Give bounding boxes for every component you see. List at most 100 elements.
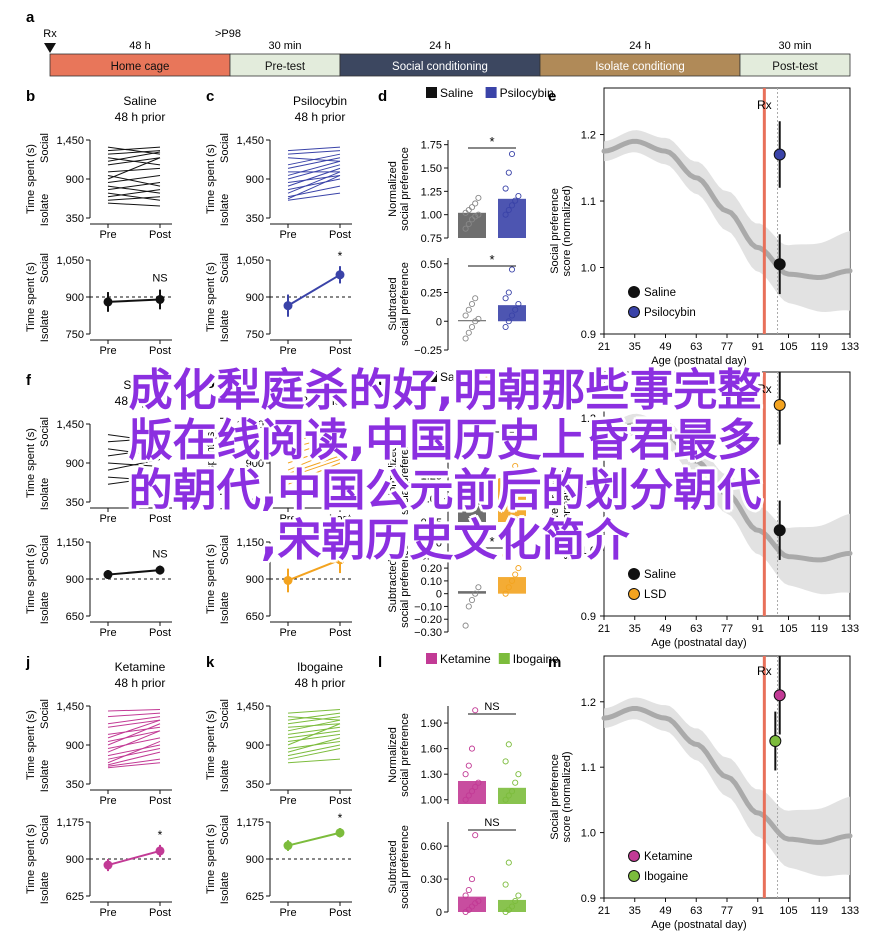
- y-side-isolate: Isolate: [39, 478, 51, 510]
- subject-line: [107, 146, 161, 155]
- data-point: [502, 490, 509, 498]
- legend-label: LSD: [644, 589, 666, 601]
- legend-swatch: [498, 653, 510, 664]
- subject-line: [107, 712, 161, 718]
- x-tick-label: Post: [149, 907, 171, 919]
- chart-m: Rx 0.9 1.0 1.1 1.2 21 35 49 63 77 91 105 119 133 Age (…: [549, 655, 859, 931]
- x-tick-label: 49: [659, 623, 671, 635]
- subject-line: [287, 150, 341, 155]
- significance-label: NS: [484, 701, 499, 713]
- subject-line: [287, 737, 341, 753]
- x-tick-label: Pre: [279, 795, 296, 807]
- data-point: [502, 590, 509, 597]
- subject-line: [107, 726, 161, 735]
- data-point: [502, 295, 509, 302]
- data-point: [468, 300, 476, 308]
- data-point: [462, 312, 469, 319]
- subject-line: [107, 174, 161, 184]
- data-point: [465, 792, 472, 799]
- bar: [498, 899, 526, 912]
- significance-label: *: [489, 534, 494, 549]
- subject-line: [107, 196, 161, 201]
- y-tick-label: 1.0: [581, 545, 596, 557]
- data-point: [472, 490, 479, 498]
- x-tick-label: 77: [721, 341, 733, 353]
- x-tick-label: Post: [329, 627, 351, 639]
- subject-line: [287, 434, 341, 450]
- y-side-social: Social: [219, 699, 231, 729]
- legend-swatch: [426, 371, 437, 382]
- data-point: [472, 213, 479, 220]
- fit-line: [601, 138, 853, 280]
- y-tick-label: 1.2: [581, 697, 596, 709]
- y-axis-label: Time spent (s): [205, 262, 217, 332]
- y-tick-label: 1.1: [581, 196, 596, 208]
- subject-line: [107, 150, 161, 155]
- y-side-isolate: Isolate: [219, 592, 231, 624]
- bar: [498, 198, 526, 238]
- x-tick-label: 91: [752, 905, 764, 917]
- subject-line: [287, 192, 341, 201]
- chart-subtitle: 48 h prior: [295, 394, 346, 408]
- data-point: [468, 323, 476, 331]
- rx-label: Rx: [43, 28, 57, 40]
- y-tick-label: 0.75: [421, 517, 442, 529]
- y-axis-label: score (normalized): [561, 751, 573, 842]
- x-tick-label: 133: [841, 905, 859, 917]
- legend-label: Ketamine: [644, 851, 693, 863]
- subject-line: [287, 448, 341, 471]
- legend-label: Ketamine: [440, 652, 491, 666]
- subject-line: [107, 167, 161, 173]
- chart-f_top: 350 900 1,450 Pre Post Time spent (s) Social Is…: [25, 378, 172, 525]
- y-axis-label: Subtracted: [387, 559, 399, 612]
- data-point: [462, 622, 469, 629]
- panel-letter-d: d: [378, 88, 387, 105]
- y-tick-label: 1.50: [421, 447, 442, 459]
- y-tick-label: 900: [66, 574, 84, 586]
- data-point: [475, 486, 482, 493]
- y-tick-label: 900: [246, 458, 264, 470]
- data-point: [465, 306, 472, 313]
- significance-label: *: [489, 418, 494, 433]
- timeline-duration: 30 min: [778, 40, 811, 52]
- data-point: [508, 266, 516, 273]
- data-point: [472, 832, 479, 839]
- x-tick-label: 35: [629, 341, 641, 353]
- data-point: [502, 552, 509, 559]
- y-axis-label: social preference: [399, 262, 411, 346]
- subject-line: [287, 455, 341, 475]
- subject-line: [287, 726, 341, 735]
- subject-line: [107, 437, 161, 443]
- y-side-social: Social: [219, 535, 231, 565]
- data-point: [502, 881, 509, 888]
- subject-line: [287, 174, 341, 184]
- y-axis-label: social preference: [399, 431, 411, 515]
- chart-subtitle: 48 h prior: [295, 110, 346, 124]
- data-point: [512, 462, 519, 470]
- chart-d_top: 0.75 1.00 1.25 1.50 1.75 Normalized social pre…: [387, 86, 554, 245]
- data-point: [508, 150, 516, 158]
- y-side-isolate: Isolate: [219, 194, 231, 226]
- subject-line: [287, 164, 341, 180]
- subject-line: [287, 167, 341, 187]
- subject-line: [287, 744, 341, 757]
- x-tick-label: 105: [779, 623, 797, 635]
- mean-point: [283, 301, 293, 311]
- timeline-duration: 30 min: [268, 40, 301, 52]
- subject-line: [287, 733, 341, 742]
- mean-point: [155, 294, 165, 304]
- chart-g_bot: 650 900 1,150 Pre Post Time spent (s) Social Is…: [205, 529, 352, 639]
- chart-k_bot: 625 900 1,175 Pre Post Time spent (s) Social Is…: [205, 811, 352, 919]
- significance-label: *: [338, 249, 343, 263]
- subject-line: [287, 146, 341, 152]
- panel-letter-h: h: [378, 372, 387, 389]
- y-tick-label: 1.25: [421, 470, 442, 482]
- fit-confidence-band: [604, 697, 850, 877]
- timeline-duration: 48 h: [129, 40, 150, 52]
- subject-line: [107, 189, 161, 198]
- y-tick-label: 625: [66, 891, 84, 903]
- subject-line: [287, 716, 341, 721]
- y-axis-label: social preference: [399, 825, 411, 909]
- x-tick-label: 105: [779, 905, 797, 917]
